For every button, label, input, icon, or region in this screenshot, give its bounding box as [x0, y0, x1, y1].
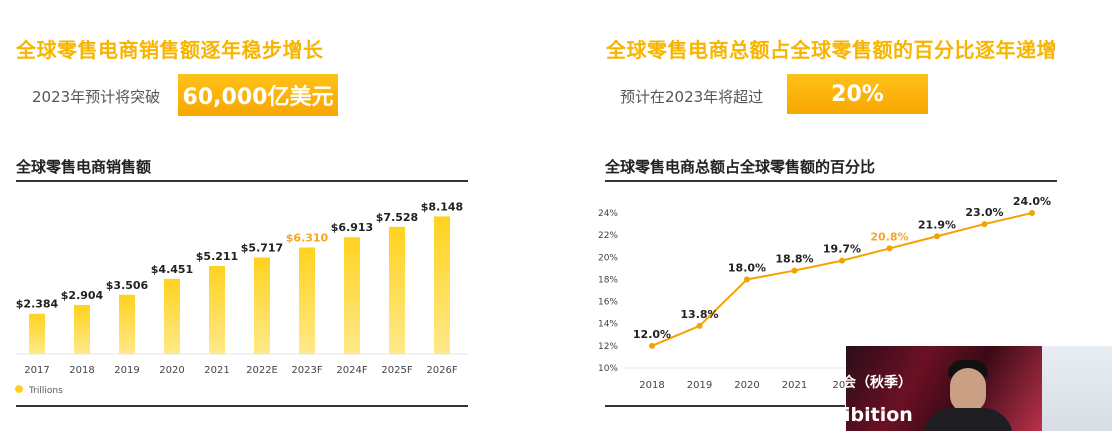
bar-value-label: $8.148 [421, 200, 463, 213]
bar-x-tick-label: 2017 [24, 365, 49, 376]
left-badge: 60,000亿美元 [178, 74, 338, 116]
line-value-label: 21.9% [918, 218, 956, 231]
bar-x-tick-label: 2018 [69, 365, 94, 376]
left-chart-title: 全球零售电商销售额 [16, 158, 152, 176]
bar-2020 [164, 278, 180, 354]
bar-2019 [119, 294, 135, 354]
line-value-label: 19.7% [823, 243, 861, 256]
bar-value-label: $4.451 [151, 263, 193, 276]
video-caption-top: 会（秋季） [846, 375, 912, 391]
right-subtext: 预计在2023年将超过 [620, 88, 764, 106]
speaker-video: 会（秋季） ibition [846, 346, 1042, 431]
right-title-rule [605, 180, 1057, 182]
right-badge: 20% [787, 74, 928, 114]
line-value-label: 13.8% [680, 308, 718, 321]
line-y-tick-label: 24% [598, 209, 618, 219]
bar-2018 [74, 304, 90, 354]
bar-2024F [344, 237, 360, 354]
video-caption-bottom: ibition [846, 404, 913, 426]
bar-value-label: $3.506 [106, 279, 149, 292]
bar-x-tick-label: 2022E [246, 365, 278, 376]
left-bottom-rule [16, 405, 468, 407]
right-bottom-rule [605, 405, 845, 407]
line-point-2021 [791, 267, 798, 274]
line-point-2022 [839, 257, 845, 264]
bar-x-tick-label: 2021 [204, 365, 229, 376]
line-x-tick-label: 2018 [639, 380, 664, 391]
line-value-label: 18.8% [775, 253, 813, 266]
line-y-tick-label: 20% [598, 253, 618, 263]
right-headline: 全球零售电商总额占全球零售额的百分比逐年递增 [606, 38, 1057, 62]
line-y-tick-label: 10% [598, 364, 618, 374]
line-value-label: 24.0% [1013, 195, 1051, 208]
line-x-tick-label: 2021 [782, 380, 807, 391]
bar-2021 [209, 265, 225, 354]
bar-x-tick-label: 2020 [159, 365, 184, 376]
bar-2023F [299, 247, 315, 354]
line-y-tick-label: 18% [598, 275, 618, 285]
bar-value-label: $5.211 [196, 250, 238, 263]
bar-x-tick-label: 2024F [336, 365, 367, 376]
bar-x-tick-label: 2023F [291, 365, 322, 376]
bar-chart: $2.384 2017 $2.904 2018 $3.506 2019 $4.451 2020… [15, 200, 468, 396]
line-point-2019 [696, 322, 703, 329]
legend-label: Trillions [28, 386, 63, 396]
bar-2025F [389, 226, 405, 354]
line-y-tick-label: 16% [598, 298, 618, 308]
bar-value-label: $6.913 [331, 221, 373, 234]
line-y-tick-label: 12% [598, 342, 618, 352]
bar-2026F [434, 216, 450, 354]
line-y-tick-label: 14% [598, 320, 618, 330]
bar-value-label: $5.717 [241, 241, 283, 254]
bar-x-tick-label: 2025F [381, 365, 412, 376]
bar-x-tick-label: 2026F [426, 365, 457, 376]
left-headline: 全球零售电商销售额逐年稳步增长 [16, 38, 324, 62]
line-value-label: 23.0% [965, 206, 1003, 219]
bar-2022E [254, 257, 270, 354]
line-series [651, 212, 1033, 347]
line-value-label: 12.0% [633, 328, 671, 341]
line-x-tick-label: 2019 [687, 380, 712, 391]
legend-swatch [15, 385, 23, 393]
line-point-2023 [886, 245, 893, 252]
bar-value-label: $6.310 [286, 231, 329, 244]
video-background-panel [1042, 346, 1112, 431]
left-subtext: 2023年预计将突破 [32, 88, 161, 106]
bar-value-label: $7.528 [376, 211, 418, 224]
line-value-label: 20.8% [870, 230, 908, 243]
line-value-label: 18.0% [728, 261, 766, 274]
bar-x-tick-label: 2019 [114, 365, 139, 376]
bar-2017 [29, 313, 45, 354]
speaker-figure [908, 346, 1028, 431]
line-point-2020 [744, 276, 750, 283]
line-point-2018 [649, 342, 655, 349]
line-y-tick-label: 22% [598, 231, 618, 241]
line-x-tick-label: 202 [832, 380, 851, 391]
line-point-2025 [981, 221, 988, 228]
bar-value-label: $2.384 [16, 298, 59, 311]
line-point-2024 [934, 233, 940, 240]
bar-value-label: $2.904 [61, 289, 104, 302]
line-point-2026 [1029, 210, 1035, 216]
right-chart-title: 全球零售电商总额占全球零售额的百分比 [605, 158, 876, 176]
line-x-tick-label: 2020 [734, 380, 759, 391]
left-title-rule [16, 180, 468, 182]
